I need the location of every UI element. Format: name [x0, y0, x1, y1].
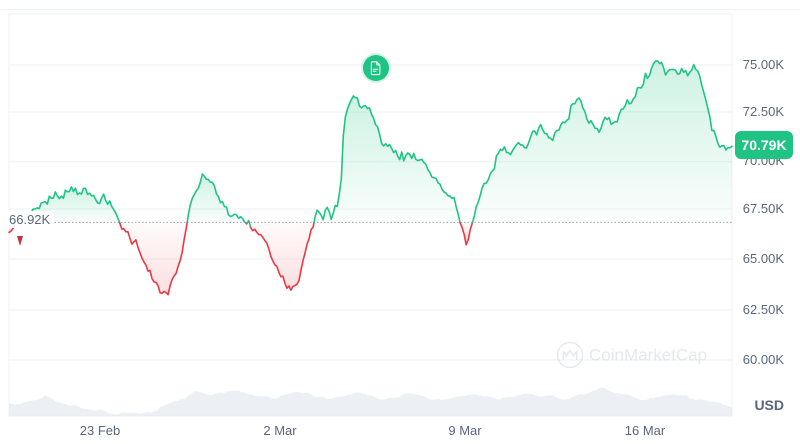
svg-text:CoinMarketCap: CoinMarketCap — [589, 346, 707, 365]
